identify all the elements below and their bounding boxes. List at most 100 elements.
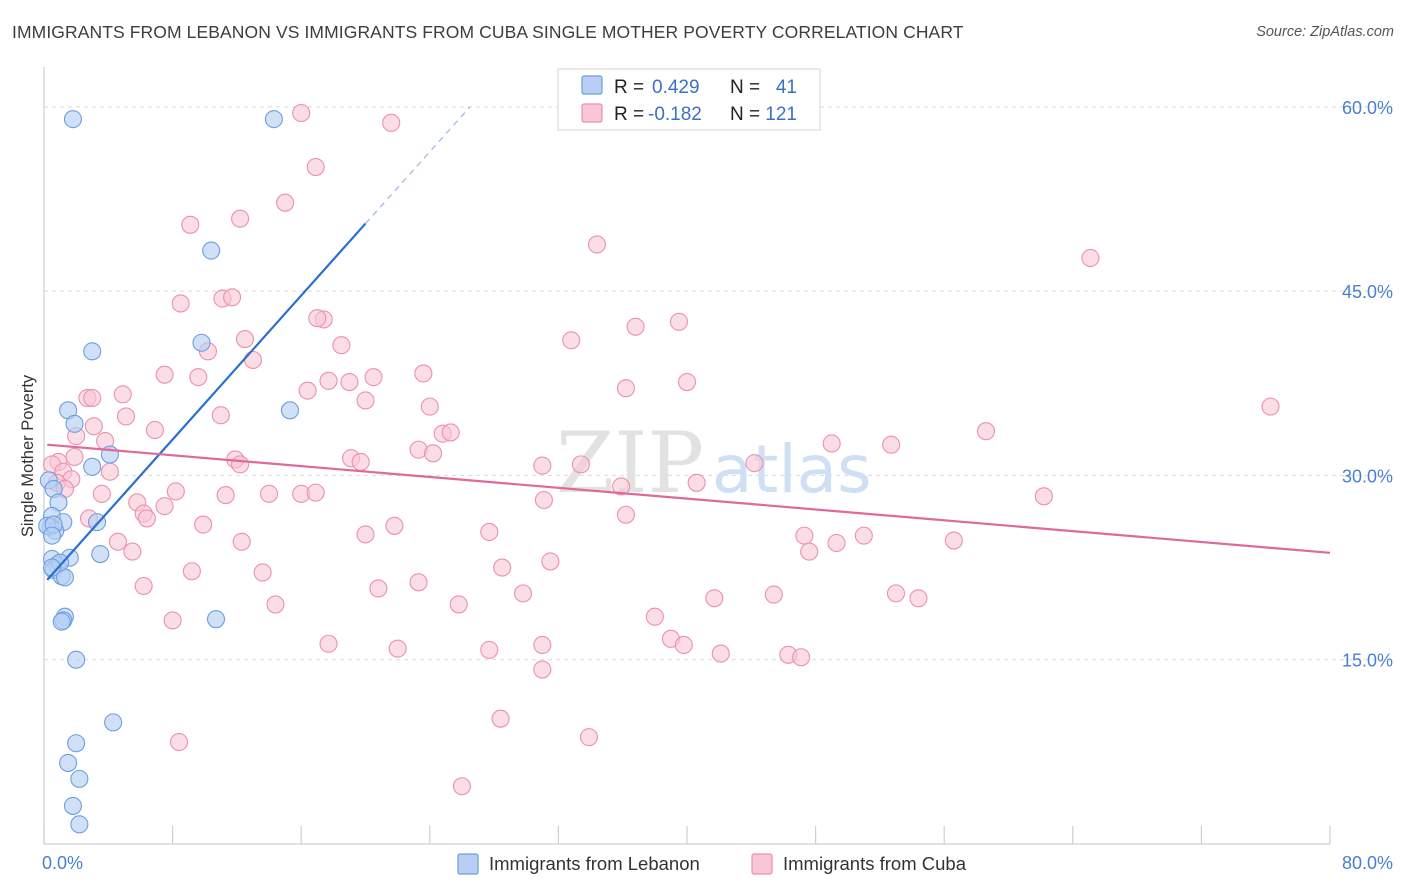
lebanon-point [192,333,211,352]
cuba-point [123,542,142,561]
cuba-point [292,103,311,123]
cuba-point [513,584,533,603]
cuba-point [155,497,174,516]
cuba-legend-swatch [751,853,773,875]
cuba-point [409,573,428,592]
cuba-point [452,777,472,796]
lebanon-point [83,342,102,361]
cuba-point [420,397,439,416]
bottom-legend: Immigrants from Lebanon Immigrants from … [457,853,967,875]
cuba-point [182,562,201,581]
cuba-point [166,482,185,501]
axes [43,67,1331,845]
cuba-point [155,365,174,384]
cuba-point [674,635,693,655]
cuba-point [306,483,325,502]
cuba-point [745,454,764,473]
cuba-point [65,447,84,467]
chart-title: IMMIGRANTS FROM LEBANON VS IMMIGRANTS FR… [12,22,964,42]
cuba-points [42,103,1280,796]
cuba-n-value: 121 [765,104,797,125]
lebanon-point [70,769,89,788]
cuba-point [356,391,375,410]
cuba-point [306,158,325,177]
lebanon-trendline-extension [365,106,471,225]
cuba-point [92,484,111,503]
cuba-point [340,373,359,392]
cuba-point [211,406,230,425]
cuba-point [909,589,928,608]
cuba-point [491,709,510,728]
cuba-point [134,576,153,596]
lebanon-n-label: N = [730,77,760,98]
cuba-r-value: -0.182 [648,104,702,125]
cuba-point [616,505,635,524]
grid-lines [44,106,1392,661]
cuba-point [533,635,552,655]
cuba-point [414,364,433,383]
lebanon-legend-label: Immigrants from Lebanon [489,853,700,874]
cuba-point [976,422,996,441]
cuba-point [571,455,590,474]
cuba-point [764,585,783,604]
stats-legend: R = 0.429 N = 41 R = -0.182 N = 121 [557,68,821,131]
cuba-point [626,317,645,336]
lebanon-points [38,110,299,834]
watermark-atlas: atlas [712,431,872,508]
cuba-point [1081,248,1100,268]
cuba-point [645,607,664,626]
cuba-point [423,444,443,463]
cuba-stat-swatch [581,103,603,123]
cuba-point [100,462,119,481]
cuba-point [1261,397,1280,416]
cuba-point [882,435,901,454]
cuba-point [687,473,706,492]
cuba-point [886,584,906,603]
cuba-point [276,193,295,212]
cuba-point [189,368,208,387]
cuba-point [944,531,963,550]
cuba-point [223,288,242,307]
cuba-point [137,509,156,528]
y-tick-labels: 15.0% 30.0% 45.0% 60.0% [1342,98,1393,671]
cuba-point [533,660,552,679]
cuba-point [83,388,102,408]
cuba-point [308,309,327,328]
cuba-point [145,420,164,440]
cuba-point [382,113,401,132]
cuba-point [169,732,189,752]
x-tick-label: 80.0% [1342,853,1393,873]
y-tick-label: 60.0% [1342,98,1393,118]
lebanon-legend-swatch [457,853,479,875]
cuba-point [351,452,370,471]
cuba-n-label: N = [730,104,760,125]
cuba-point [259,484,279,503]
cuba-point [1034,487,1053,506]
cuba-point [369,579,388,598]
lebanon-point [67,650,86,669]
cuba-point [163,611,182,630]
cuba-point [116,407,136,426]
cuba-point [298,381,317,400]
cuba-point [669,312,689,331]
cuba-point [84,417,103,436]
cuba-point [108,532,127,551]
cuba-point [231,209,250,228]
cuba-point [171,294,190,313]
cuba-point [711,644,730,663]
cuba-point [533,456,552,475]
cuba-point [493,558,512,577]
y-tick-label: 15.0% [1342,651,1393,671]
cuba-point [616,379,635,398]
lebanon-point [52,612,71,631]
y-tick-label: 30.0% [1342,466,1393,486]
source-credit: Source: ZipAtlas.com [1256,24,1394,40]
x-tick-labels: 0.0% 80.0% [42,853,1393,873]
cuba-point [705,589,724,608]
lebanon-stat-swatch [581,75,603,95]
cuba-point [480,640,499,659]
cuba-point [792,648,811,667]
cuba-point [534,490,553,510]
cuba-point [677,373,697,392]
cuba-point [253,563,272,582]
